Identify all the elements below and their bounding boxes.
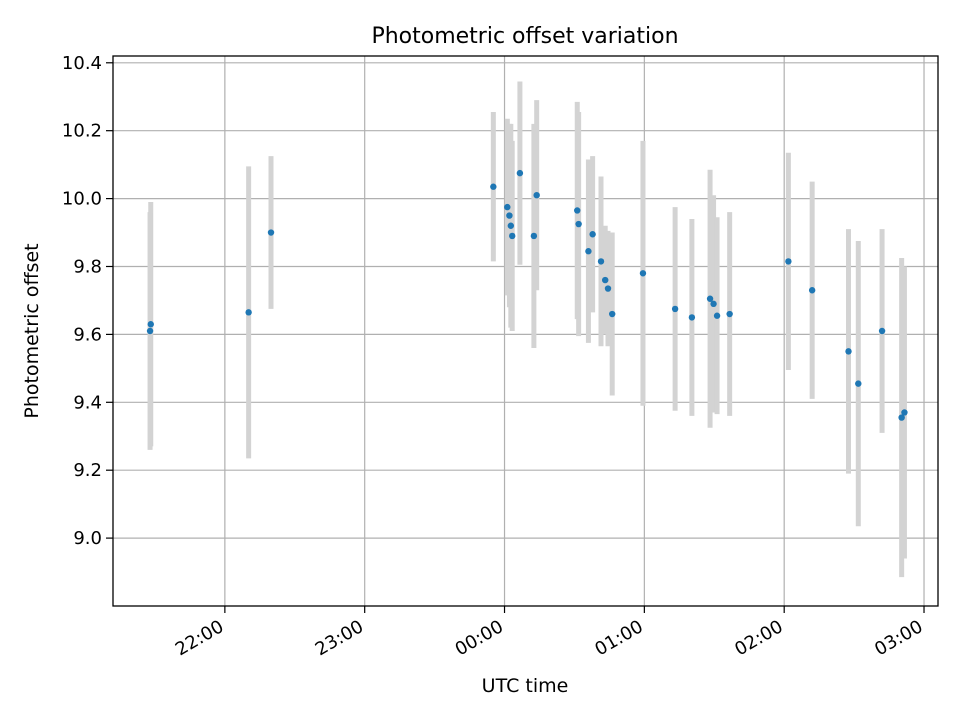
data-point [713, 312, 721, 319]
y-tick-label: 10.0 [62, 189, 102, 210]
y-tick-label: 10.4 [62, 53, 102, 74]
y-tick-label: 10.2 [62, 121, 102, 142]
data-point [726, 310, 733, 318]
point-layer [146, 169, 908, 421]
plot-area-frame [112, 55, 939, 607]
y-tick-label: 9.4 [73, 392, 102, 413]
y-axis-ticks: 9.0 9.2 9.4 9.6 9.8 10.0 10.2 10.4 [62, 53, 113, 549]
y-tick-label: 9.8 [73, 256, 102, 277]
data-point [639, 270, 647, 277]
data-point [245, 309, 252, 316]
data-point [597, 258, 605, 265]
data-point [604, 285, 612, 292]
data-point [808, 287, 816, 294]
data-point [574, 207, 581, 214]
y-tick-label: 9.0 [73, 528, 102, 549]
data-point [602, 276, 609, 284]
data-point [898, 414, 905, 421]
data-point [855, 380, 862, 387]
data-point [785, 258, 792, 265]
y-axis-label: Photometric offset [21, 243, 43, 418]
data-point [575, 220, 582, 228]
chart-title: Photometric offset variation [371, 24, 678, 49]
y-tick-label: 9.6 [73, 324, 102, 345]
data-point [533, 191, 540, 199]
data-point [878, 327, 886, 335]
y-tick-label: 9.2 [73, 460, 102, 481]
data-point [530, 232, 538, 240]
data-point [688, 314, 696, 321]
data-point [710, 300, 717, 308]
data-point [901, 409, 908, 416]
data-point [146, 327, 154, 335]
data-point [506, 212, 513, 219]
data-point [267, 229, 275, 236]
data-point [608, 310, 616, 318]
data-point [589, 231, 596, 238]
x-axis-label: UTC time [482, 675, 569, 697]
data-point [507, 222, 515, 229]
data-point [147, 321, 154, 328]
data-point [490, 183, 497, 190]
data-point [509, 232, 516, 240]
data-point [504, 203, 511, 211]
data-point [671, 305, 679, 313]
data-point [585, 248, 592, 255]
data-point [706, 295, 714, 302]
data-point [516, 169, 524, 177]
data-point [845, 348, 852, 355]
